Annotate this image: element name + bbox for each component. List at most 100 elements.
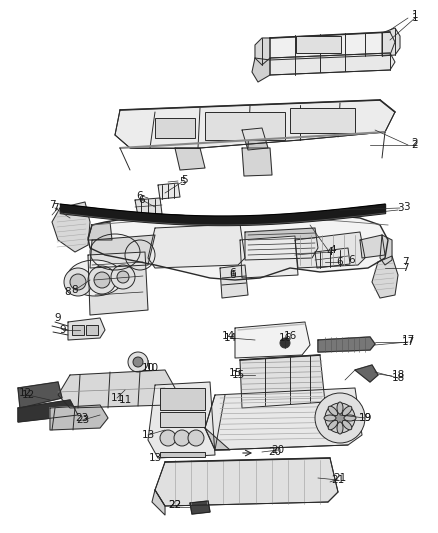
Text: 6: 6 <box>337 257 343 267</box>
Polygon shape <box>315 248 350 268</box>
Polygon shape <box>318 337 375 352</box>
Ellipse shape <box>343 406 352 416</box>
Text: 9: 9 <box>55 313 61 323</box>
Text: 11: 11 <box>118 395 132 405</box>
Polygon shape <box>270 32 395 60</box>
Ellipse shape <box>188 430 204 446</box>
Polygon shape <box>252 58 270 82</box>
Polygon shape <box>220 265 248 298</box>
Polygon shape <box>88 252 148 315</box>
Ellipse shape <box>337 422 343 434</box>
Polygon shape <box>148 224 245 268</box>
Text: 7: 7 <box>402 263 408 273</box>
Text: 15: 15 <box>228 368 242 378</box>
Text: 16: 16 <box>283 331 297 341</box>
Text: 21: 21 <box>332 475 345 485</box>
Polygon shape <box>242 148 272 176</box>
Polygon shape <box>270 53 395 75</box>
Polygon shape <box>175 148 205 170</box>
Polygon shape <box>295 232 365 268</box>
Ellipse shape <box>337 402 343 414</box>
Text: 11: 11 <box>110 393 124 403</box>
Text: 18: 18 <box>392 370 405 380</box>
Polygon shape <box>382 28 400 56</box>
Text: 16: 16 <box>279 333 292 343</box>
Bar <box>296 36 341 53</box>
Polygon shape <box>18 400 78 422</box>
Text: 10: 10 <box>145 363 159 373</box>
Text: 3: 3 <box>397 203 403 213</box>
Text: 23: 23 <box>75 413 88 423</box>
Ellipse shape <box>315 393 365 443</box>
Polygon shape <box>372 256 398 298</box>
Text: 15: 15 <box>231 370 245 380</box>
Text: 22: 22 <box>168 500 182 510</box>
Text: 1: 1 <box>412 13 418 23</box>
Ellipse shape <box>111 265 135 289</box>
Text: 18: 18 <box>392 373 405 383</box>
Text: 2: 2 <box>412 140 418 150</box>
Polygon shape <box>240 236 298 278</box>
Polygon shape <box>380 235 392 265</box>
Text: 4: 4 <box>327 247 333 257</box>
Bar <box>160 388 205 410</box>
Ellipse shape <box>325 403 355 433</box>
Text: 6: 6 <box>137 191 143 201</box>
Polygon shape <box>18 382 62 408</box>
Bar <box>160 412 205 427</box>
Polygon shape <box>115 100 395 148</box>
Text: 17: 17 <box>401 337 415 347</box>
Text: 1: 1 <box>412 10 418 20</box>
Polygon shape <box>242 128 268 150</box>
Ellipse shape <box>343 421 352 430</box>
Polygon shape <box>152 490 165 515</box>
Text: 13: 13 <box>141 430 155 440</box>
Text: 7: 7 <box>49 200 55 210</box>
Text: 7: 7 <box>402 257 408 267</box>
Text: 12: 12 <box>21 390 35 400</box>
Text: 19: 19 <box>358 413 371 423</box>
Text: 17: 17 <box>401 335 415 345</box>
Text: 6: 6 <box>230 270 237 280</box>
Ellipse shape <box>324 415 336 421</box>
Polygon shape <box>148 382 215 458</box>
Text: 4: 4 <box>330 245 336 255</box>
Bar <box>86 325 98 335</box>
Polygon shape <box>52 202 90 252</box>
Polygon shape <box>205 388 362 450</box>
Polygon shape <box>240 355 325 408</box>
Polygon shape <box>88 215 388 280</box>
Text: 6: 6 <box>139 195 145 205</box>
Polygon shape <box>68 318 105 340</box>
Ellipse shape <box>94 272 110 288</box>
Polygon shape <box>155 458 338 506</box>
Polygon shape <box>90 235 155 268</box>
Text: 7: 7 <box>52 203 58 213</box>
Ellipse shape <box>117 271 129 283</box>
Text: 14: 14 <box>221 331 235 341</box>
Ellipse shape <box>64 268 92 296</box>
Ellipse shape <box>174 430 190 446</box>
Polygon shape <box>50 405 108 430</box>
Ellipse shape <box>280 338 290 348</box>
Text: 2: 2 <box>412 138 418 148</box>
Text: 20: 20 <box>268 447 282 457</box>
Polygon shape <box>58 370 175 408</box>
Polygon shape <box>360 235 385 258</box>
Text: 13: 13 <box>148 453 162 463</box>
Bar <box>160 452 205 457</box>
Polygon shape <box>88 222 112 240</box>
Text: 8: 8 <box>65 287 71 297</box>
Ellipse shape <box>70 274 86 290</box>
Polygon shape <box>205 428 230 450</box>
Text: 6: 6 <box>349 255 355 265</box>
Text: 14: 14 <box>223 333 237 343</box>
Text: 23: 23 <box>76 415 90 425</box>
Polygon shape <box>355 365 378 382</box>
Ellipse shape <box>67 260 123 296</box>
Bar <box>155 118 195 138</box>
Bar <box>205 112 285 140</box>
Text: 5: 5 <box>179 177 185 187</box>
Ellipse shape <box>133 357 143 367</box>
Text: 6: 6 <box>230 268 237 278</box>
